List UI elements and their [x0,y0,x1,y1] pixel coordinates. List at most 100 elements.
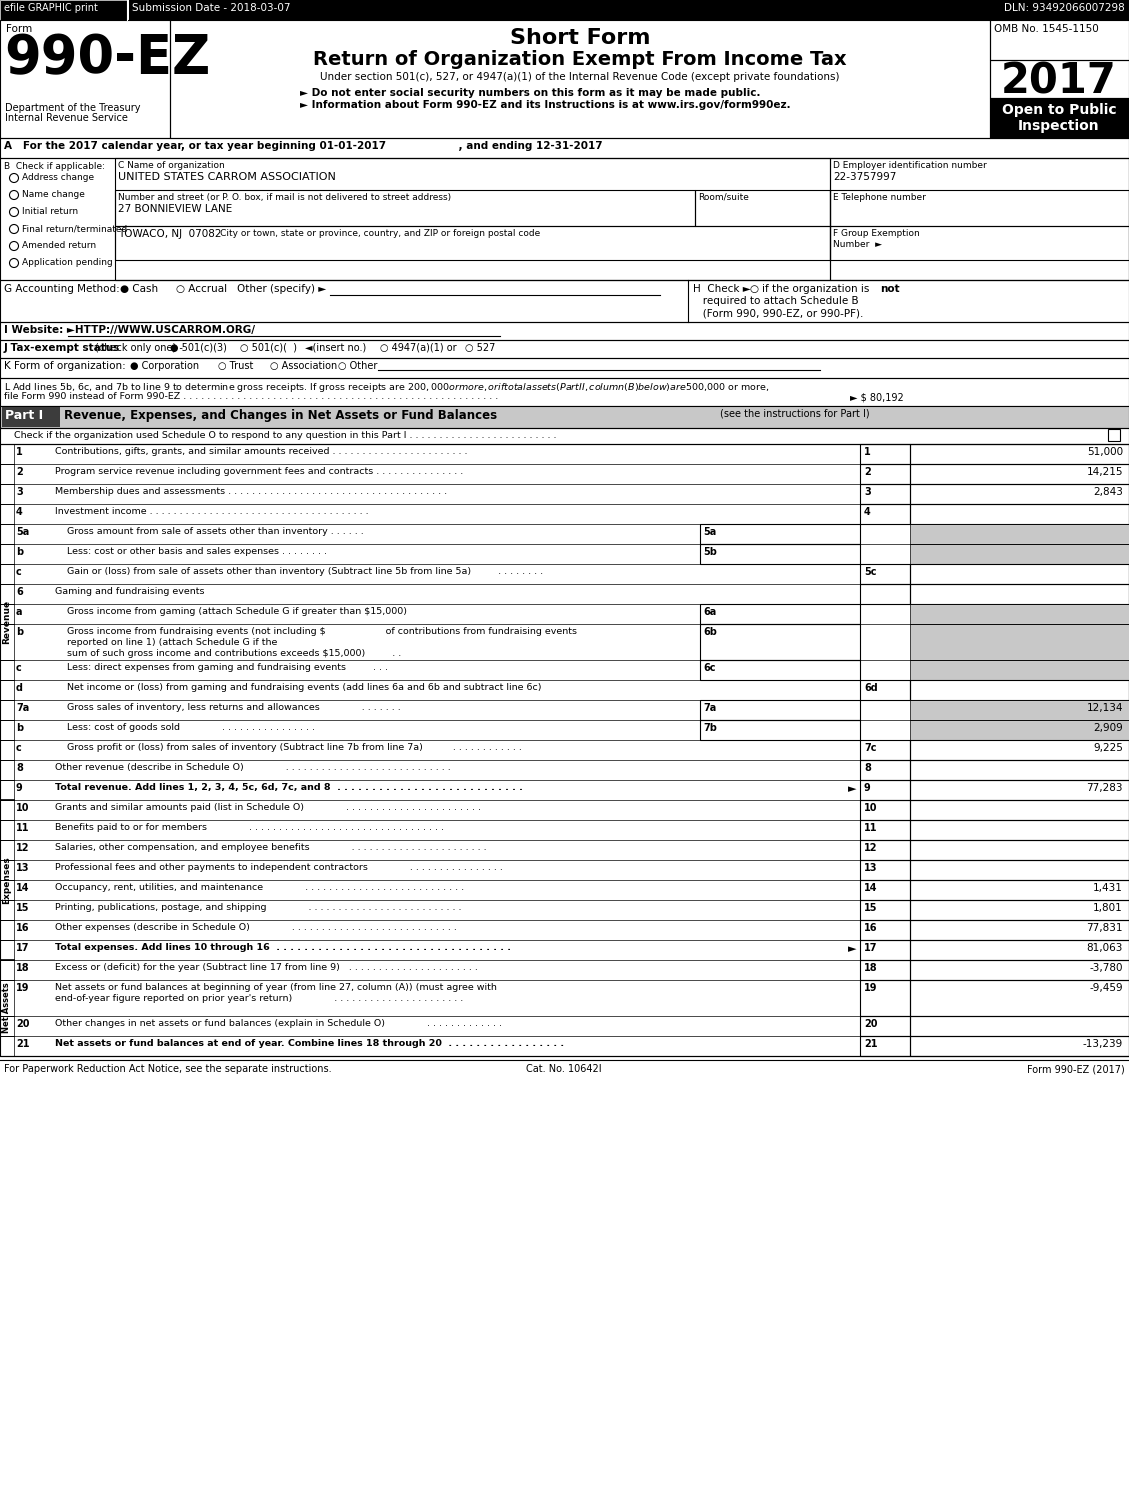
Text: 19: 19 [864,983,877,994]
Bar [14,780,55,799]
Bar [14,503,55,524]
Text: 15: 15 [864,902,877,913]
Text: 19: 19 [16,983,29,994]
Text: Cat. No. 10642I: Cat. No. 10642I [526,1064,602,1074]
Text: Less: direct expenses from gaming and fundraising events         . . .: Less: direct expenses from gaming and fu… [67,663,388,672]
Text: Gross income from gaming (attach Schedule G if greater than $15,000): Gross income from gaming (attach Schedul… [67,607,406,616]
Text: 1: 1 [16,447,23,457]
Text: 5a: 5a [16,527,29,536]
Bar [14,861,55,880]
Text: Number and street (or P. O. box, if mail is not delivered to street address): Number and street (or P. O. box, if mail… [119,193,452,202]
Bar [700,524,860,544]
Bar [0,378,1129,406]
Bar [910,980,1129,1016]
Bar [14,1016,55,1035]
Text: Net assets or fund balances at beginning of year (from line 27, column (A)) (mus: Net assets or fund balances at beginning… [55,983,497,992]
Text: (check only one) -: (check only one) - [95,344,183,353]
Text: 16: 16 [864,923,877,932]
Bar [14,565,55,584]
Text: ► Information about Form 990-EZ and its Instructions is at www.irs.gov/form990ez: ► Information about Form 990-EZ and its … [300,100,790,111]
Text: Revenue, Expenses, and Changes in Net Assets or Fund Balances: Revenue, Expenses, and Changes in Net As… [64,409,497,421]
Bar [115,190,695,226]
Text: Form 990-EZ (2017): Form 990-EZ (2017) [1027,1064,1124,1074]
Text: 12,134: 12,134 [1086,704,1123,713]
Bar [700,701,860,720]
Bar [700,604,860,624]
Text: 12: 12 [16,843,29,853]
Bar [0,899,14,920]
Text: ○ Other: ○ Other [338,362,377,371]
Bar [0,820,14,840]
Text: 7a: 7a [16,704,29,713]
Text: Salaries, other compensation, and employee benefits              . . . . . . . .: Salaries, other compensation, and employ… [55,843,487,852]
Bar [0,406,1129,427]
Text: 7c: 7c [864,743,876,753]
Bar [910,465,1129,484]
Text: Gross sales of inventory, less returns and allowances              . . . . . . .: Gross sales of inventory, less returns a… [67,704,401,713]
Text: L Add lines 5b, 6c, and 7b to line 9 to determine gross receipts. If gross recei: L Add lines 5b, 6c, and 7b to line 9 to … [5,381,769,394]
Text: Part I: Part I [5,409,43,421]
Bar [910,861,1129,880]
Text: 8: 8 [864,763,870,772]
Bar [910,701,1129,720]
Text: 27 BONNIEVIEW LANE: 27 BONNIEVIEW LANE [119,205,233,214]
Text: Department of the Treasury: Department of the Treasury [5,103,140,114]
Bar [0,701,14,720]
Text: 77,283: 77,283 [1086,783,1123,793]
Text: 20: 20 [16,1019,29,1029]
Text: Occupancy, rent, utilities, and maintenance              . . . . . . . . . . . .: Occupancy, rent, utilities, and maintena… [55,883,464,892]
Text: Revenue: Revenue [2,601,11,644]
Bar [0,584,14,604]
Text: 13: 13 [864,864,877,872]
Bar [0,524,14,544]
Text: 1,431: 1,431 [1093,883,1123,893]
Bar [14,720,55,740]
Bar [0,323,1129,341]
Bar [910,961,1129,980]
Text: H  Check ►: H Check ► [693,284,751,294]
Bar [14,444,55,465]
Bar [700,720,860,740]
Text: Gross income from fundraising events (not including $                    of cont: Gross income from fundraising events (no… [67,627,577,636]
Bar [14,760,55,780]
Text: Initial return: Initial return [21,208,78,217]
Text: ○ Trust: ○ Trust [218,362,253,371]
Bar [910,899,1129,920]
Bar [910,820,1129,840]
Bar [910,680,1129,701]
Text: 15: 15 [16,902,29,913]
Bar [14,604,55,624]
Bar [0,604,14,624]
Bar [2,406,60,427]
Text: b: b [16,627,23,636]
Bar [910,524,1129,544]
Bar [0,980,14,1016]
Bar [0,0,126,19]
Bar [0,760,14,780]
Bar [0,19,170,137]
Text: D Employer identification number: D Employer identification number [833,161,987,170]
Text: 22-3757997: 22-3757997 [833,172,896,182]
Bar [0,444,1129,1056]
Text: 9: 9 [16,783,23,793]
Bar [14,920,55,940]
Bar [0,484,14,503]
Bar [910,1035,1129,1056]
Bar [860,880,910,899]
Bar [0,780,14,799]
Bar [910,720,1129,740]
Text: 10: 10 [16,802,29,813]
Bar [910,1016,1129,1035]
Text: 81,063: 81,063 [1086,943,1123,953]
Bar [910,544,1129,565]
Text: 8: 8 [16,763,23,772]
Text: 18: 18 [16,964,29,973]
Text: Return of Organization Exempt From Income Tax: Return of Organization Exempt From Incom… [313,49,847,69]
Text: ►: ► [848,784,857,793]
Text: I Website: ►HTTP://WWW.USCARROM.ORG/: I Website: ►HTTP://WWW.USCARROM.ORG/ [5,326,255,335]
Text: Gaming and fundraising events: Gaming and fundraising events [55,587,204,596]
Bar [910,660,1129,680]
Bar [860,680,910,701]
Text: 4: 4 [864,506,870,517]
Text: F Group Exemption: F Group Exemption [833,229,920,238]
